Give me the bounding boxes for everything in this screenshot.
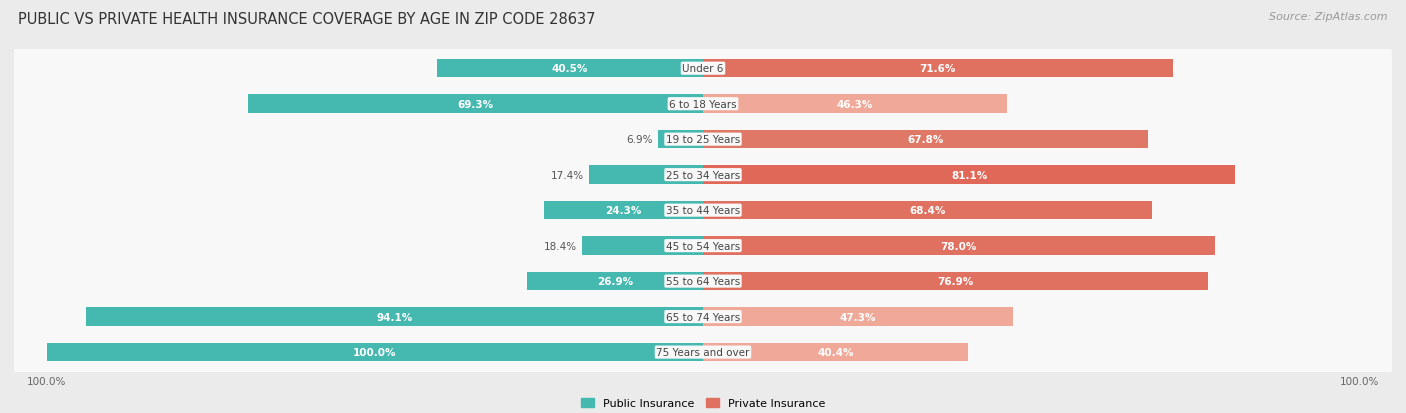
Bar [703,237,1215,255]
FancyBboxPatch shape [14,71,1392,138]
Bar [589,166,703,185]
Bar [703,343,969,361]
FancyBboxPatch shape [14,107,1392,173]
Bar [658,131,703,149]
Text: 24.3%: 24.3% [605,206,641,216]
Text: 81.1%: 81.1% [950,170,987,180]
Text: 75 Years and over: 75 Years and over [657,347,749,357]
Text: 78.0%: 78.0% [941,241,977,251]
Bar [437,60,703,78]
Text: 26.9%: 26.9% [596,276,633,287]
Text: 40.4%: 40.4% [817,347,853,357]
Text: 18.4%: 18.4% [544,241,576,251]
Bar [703,272,1208,291]
FancyBboxPatch shape [14,177,1392,244]
Text: 67.8%: 67.8% [907,135,943,145]
Text: Source: ZipAtlas.com: Source: ZipAtlas.com [1270,12,1388,22]
Bar [582,237,703,255]
Text: 35 to 44 Years: 35 to 44 Years [666,206,740,216]
Text: 25 to 34 Years: 25 to 34 Years [666,170,740,180]
Bar [703,166,1234,185]
Text: 55 to 64 Years: 55 to 64 Years [666,276,740,287]
Text: 45 to 54 Years: 45 to 54 Years [666,241,740,251]
Text: Under 6: Under 6 [682,64,724,74]
Text: 100.0%: 100.0% [353,347,396,357]
Bar [526,272,703,291]
Bar [544,202,703,220]
Bar [703,60,1173,78]
FancyBboxPatch shape [14,319,1392,385]
Text: 19 to 25 Years: 19 to 25 Years [666,135,740,145]
Bar [46,343,703,361]
Bar [703,308,1014,326]
Text: 40.5%: 40.5% [553,64,588,74]
Bar [249,95,703,114]
Text: 65 to 74 Years: 65 to 74 Years [666,312,740,322]
Text: 76.9%: 76.9% [938,276,973,287]
Text: 94.1%: 94.1% [377,312,412,322]
Bar [703,202,1152,220]
FancyBboxPatch shape [14,142,1392,209]
Text: 17.4%: 17.4% [551,170,583,180]
FancyBboxPatch shape [14,213,1392,279]
FancyBboxPatch shape [14,284,1392,350]
Text: PUBLIC VS PRIVATE HEALTH INSURANCE COVERAGE BY AGE IN ZIP CODE 28637: PUBLIC VS PRIVATE HEALTH INSURANCE COVER… [18,12,596,27]
Text: 47.3%: 47.3% [839,312,876,322]
Legend: Public Insurance, Private Insurance: Public Insurance, Private Insurance [581,398,825,408]
Text: 6 to 18 Years: 6 to 18 Years [669,100,737,109]
Bar [86,308,703,326]
Text: 71.6%: 71.6% [920,64,956,74]
Bar [703,131,1147,149]
Text: 6.9%: 6.9% [626,135,652,145]
FancyBboxPatch shape [14,248,1392,315]
Text: 68.4%: 68.4% [910,206,946,216]
Text: 69.3%: 69.3% [457,100,494,109]
Bar [703,95,1007,114]
FancyBboxPatch shape [14,36,1392,102]
Text: 46.3%: 46.3% [837,100,873,109]
